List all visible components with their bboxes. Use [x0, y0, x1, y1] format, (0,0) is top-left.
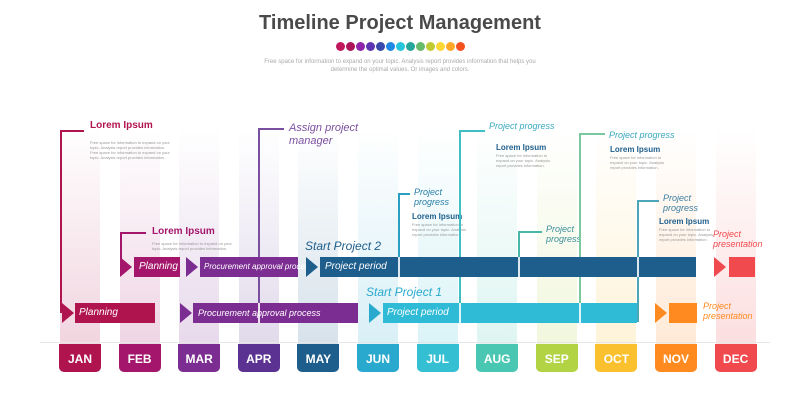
- aug-progress-label: Project progress: [489, 121, 555, 131]
- page-title: Timeline Project Management: [259, 12, 541, 34]
- month-label-feb: FEB: [118, 344, 161, 372]
- p1-end-label: Project presentation: [703, 301, 753, 321]
- color-dot: [436, 42, 445, 51]
- jul-note-body: Free space for information to expand on …: [412, 222, 467, 237]
- color-dots: [336, 42, 466, 52]
- aug-note-body: Free space for information to expand on …: [496, 153, 551, 168]
- jan-marker-line: [60, 130, 62, 313]
- feb-marker-line: [120, 232, 122, 267]
- p2-procurement-arrow: [186, 257, 198, 277]
- p1-separator-aug: [459, 303, 461, 323]
- p1-end-arrow: [655, 303, 667, 323]
- p2-period-bar: [320, 257, 696, 277]
- oct-marker-tick: [579, 133, 605, 135]
- sep-progress-label: Project progress: [546, 224, 582, 244]
- p2-planning-bar: [134, 257, 180, 277]
- p2-end-bar: [729, 257, 755, 277]
- color-dot: [416, 42, 425, 51]
- month-label-nov: NOV: [655, 344, 697, 372]
- nov-note-heading: Lorem Ipsum: [659, 217, 710, 226]
- feb-note-body: Free space for information to expand on …: [152, 241, 232, 251]
- aug-marker-tick: [459, 130, 485, 132]
- month-label-may: MAY: [297, 344, 340, 372]
- color-dot: [456, 42, 465, 51]
- p1-procurement-arrow: [180, 303, 192, 323]
- month-label-jul: JUL: [416, 344, 459, 372]
- jan-note-body: Free space for information to expand on …: [90, 140, 170, 160]
- p1-end-bar: [669, 303, 697, 323]
- month-label-sep: SEP: [535, 344, 578, 372]
- oct-note-heading: Lorem Ipsum: [610, 145, 661, 154]
- color-dot: [346, 42, 355, 51]
- color-dot: [426, 42, 435, 51]
- apr-note-label: Assign project manager: [289, 122, 359, 147]
- apr-marker-line: [258, 128, 260, 322]
- p2-procurement-label: Procurement approval process: [204, 262, 313, 271]
- p1-planning-arrow: [62, 303, 74, 323]
- apr-marker-tick: [258, 128, 284, 130]
- nov-marker-tick: [637, 200, 659, 202]
- p2-separator-jul: [398, 257, 400, 277]
- p1-planning-bar: [75, 303, 155, 323]
- feb-note-heading: Lorem Ipsum: [152, 226, 215, 237]
- nov-progress-label: Project progress: [663, 193, 699, 213]
- month-label-jun: JUN: [357, 344, 399, 372]
- color-dot: [406, 42, 415, 51]
- p1-planning-label: Planning: [79, 307, 118, 318]
- p1-period-label: Project period: [387, 307, 449, 318]
- month-label-mar: MAR: [178, 344, 221, 372]
- sep-marker-line: [518, 231, 520, 277]
- jul-marker-tick: [398, 193, 410, 195]
- p1-period-arrow: [369, 303, 381, 323]
- oct-marker-line: [579, 133, 581, 323]
- month-label-oct: OCT: [595, 344, 638, 372]
- month-label-apr: APR: [237, 344, 280, 372]
- p2-separator-sep: [518, 257, 520, 277]
- p2-planning-arrow: [120, 257, 132, 277]
- sep-marker-tick: [518, 231, 542, 233]
- jul-note-heading: Lorem Ipsum: [412, 212, 463, 221]
- p2-procurement-bar: [200, 257, 298, 277]
- p1-separator-oct: [579, 303, 581, 323]
- oct-progress-label: Project progress: [609, 130, 675, 140]
- color-dot: [376, 42, 385, 51]
- jul-marker-line: [398, 193, 400, 267]
- aug-note-heading: Lorem Ipsum: [496, 143, 547, 152]
- jan-note-heading: Lorem Ipsum: [90, 120, 153, 131]
- aug-marker-line: [459, 130, 461, 312]
- color-dot: [366, 42, 375, 51]
- month-label-jan: JAN: [59, 344, 101, 372]
- color-dot: [446, 42, 455, 51]
- p2-planning-label: Planning: [139, 261, 178, 272]
- month-label-dec: DEC: [714, 344, 757, 372]
- p1-start-label: Start Project 1: [366, 285, 443, 299]
- p1-separator-apr: [258, 303, 260, 323]
- baseline: [40, 342, 770, 343]
- nov-note-body: Free space for information to expand on …: [659, 227, 714, 242]
- color-dot: [336, 42, 345, 51]
- color-dot: [396, 42, 405, 51]
- p1-procurement-bar: [193, 303, 358, 323]
- feb-marker-tick: [120, 232, 146, 234]
- page-description: Free space for information to expand on …: [264, 59, 536, 73]
- oct-note-body: Free space for information to expand on …: [610, 155, 665, 170]
- p2-end-label: Project presentation: [713, 229, 763, 249]
- p2-separator-nov: [637, 257, 639, 277]
- jul-progress-label: Project progress: [414, 187, 450, 207]
- p2-period-arrow: [306, 257, 318, 277]
- p2-end-arrow: [714, 257, 726, 277]
- p2-period-label: Project period: [325, 261, 387, 272]
- p1-period-bar: [383, 303, 637, 323]
- month-stripe-dec: [715, 128, 756, 344]
- jan-marker-tick: [60, 130, 84, 132]
- p2-start-label: Start Project 2: [305, 239, 382, 253]
- month-label-aug: AUG: [476, 344, 519, 372]
- color-dot: [386, 42, 395, 51]
- color-dot: [356, 42, 365, 51]
